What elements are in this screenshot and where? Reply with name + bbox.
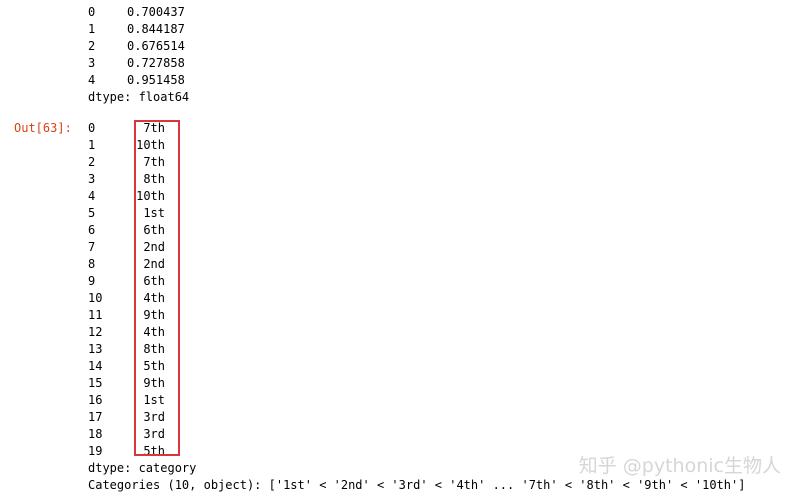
row-index: 3: [88, 56, 96, 70]
row-index: 16: [88, 393, 103, 407]
row-index: 11: [88, 308, 103, 322]
row-index: 9: [88, 274, 96, 288]
out-prompt: Out[63]:: [14, 121, 72, 135]
zhihu-watermark: 知乎 @pythonic生物人: [578, 455, 781, 477]
row-value: 0.700437: [127, 5, 185, 19]
row-index: 7: [88, 240, 96, 254]
row-value: 7th: [143, 155, 165, 169]
row-value: 0.844187: [127, 22, 185, 36]
row-index: 0: [88, 121, 96, 135]
highlight-box: [134, 120, 180, 456]
row-value: 4th: [143, 291, 165, 305]
dtype-category: dtype: category: [88, 461, 197, 475]
row-value: 4th: [143, 325, 165, 339]
row-index: 2: [88, 39, 96, 53]
row-value: 7th: [143, 121, 165, 135]
row-index: 19: [88, 444, 103, 458]
row-value: 3rd: [143, 427, 165, 441]
row-value: 1st: [143, 206, 165, 220]
row-index: 8: [88, 257, 96, 271]
row-index: 3: [88, 172, 96, 186]
row-value: 0.676514: [127, 39, 185, 53]
row-value: 6th: [143, 274, 165, 288]
row-index: 10: [88, 291, 103, 305]
row-value: 3rd: [143, 410, 165, 424]
row-index: 0: [88, 5, 96, 19]
categories-line: Categories (10, object): ['1st' < '2nd' …: [88, 478, 746, 492]
row-index: 12: [88, 325, 103, 339]
row-index: 15: [88, 376, 103, 390]
row-index: 1: [88, 22, 96, 36]
row-index: 14: [88, 359, 103, 373]
row-value: 8th: [143, 172, 165, 186]
row-value: 9th: [143, 376, 165, 390]
row-index: 5: [88, 206, 96, 220]
row-value: 10th: [136, 189, 165, 203]
row-index: 4: [88, 189, 96, 203]
row-value: 10th: [136, 138, 165, 152]
row-value: 8th: [143, 342, 165, 356]
row-value: 0.951458: [127, 73, 185, 87]
row-value: 9th: [143, 308, 165, 322]
row-index: 6: [88, 223, 96, 237]
row-value: 5th: [143, 359, 165, 373]
row-value: 2nd: [143, 257, 165, 271]
row-index: 17: [88, 410, 103, 424]
row-value: 1st: [143, 393, 165, 407]
dtype-float64: dtype: float64: [88, 90, 190, 104]
row-index: 13: [88, 342, 103, 356]
row-value: 2nd: [143, 240, 165, 254]
row-index: 2: [88, 155, 96, 169]
row-value: 0.727858: [127, 56, 185, 70]
row-index: 4: [88, 73, 96, 87]
row-index: 18: [88, 427, 103, 441]
row-index: 1: [88, 138, 96, 152]
row-value: 6th: [143, 223, 165, 237]
